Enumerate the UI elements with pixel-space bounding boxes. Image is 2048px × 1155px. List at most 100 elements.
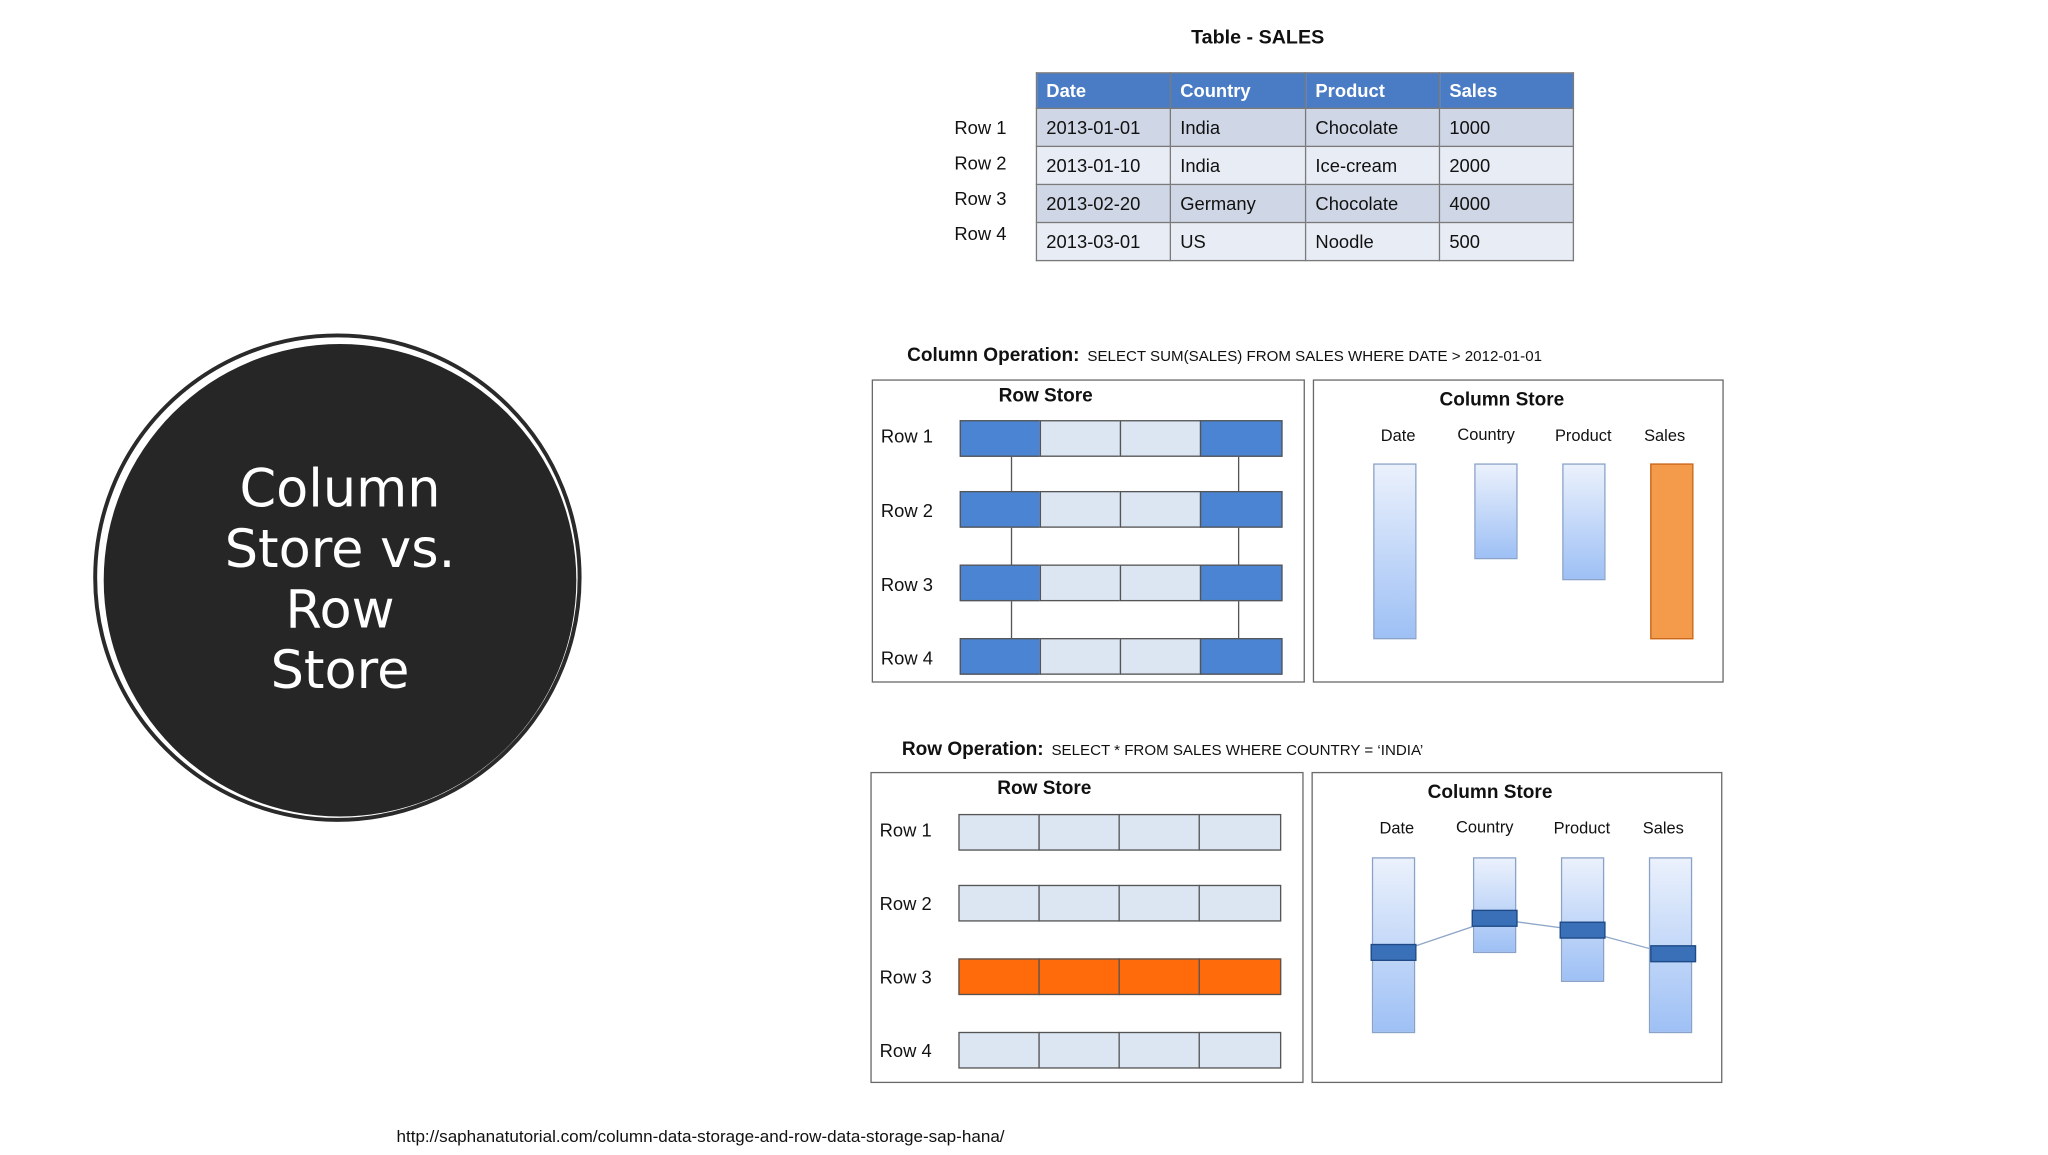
- table-header-cell: Product: [1304, 72, 1441, 109]
- row-store-cell: [1198, 1031, 1282, 1069]
- slide-title: Column Store vs. Row Store: [224, 459, 456, 702]
- row-store-cell-selected: [1038, 958, 1120, 996]
- panel-title: Row Store: [997, 778, 1092, 800]
- table-cell: US: [1169, 221, 1307, 262]
- row-store-cell-selected: [1198, 958, 1282, 996]
- row-store-cell: [1198, 884, 1282, 922]
- row-store-cell: [1039, 420, 1122, 457]
- row-operation-sql: SELECT * FROM SALES WHERE COUNTRY = ‘IND…: [1051, 743, 1424, 759]
- connector-line: [1237, 456, 1240, 491]
- table-cell: 2013-01-10: [1035, 145, 1172, 186]
- row-store-cell: [1038, 884, 1120, 922]
- row-label: Row 3: [879, 966, 932, 988]
- table-row: 2013-01-01 India Chocolate 1000: [1035, 107, 1575, 148]
- row-store-cell: [1119, 490, 1202, 528]
- row-store-cell: [959, 420, 1042, 457]
- panel-title: Column Store: [1427, 782, 1553, 804]
- table-row: 2013-01-10 India Ice-cream 2000: [1035, 145, 1575, 186]
- row-store-cell: [959, 490, 1042, 528]
- row-label: Row 1: [880, 425, 933, 447]
- connector-line: [1010, 601, 1013, 639]
- column-header: Sales: [1642, 819, 1684, 838]
- row-store-cell: [1199, 564, 1283, 602]
- column-header: Sales: [1644, 426, 1686, 446]
- table-cell: 2000: [1438, 145, 1575, 186]
- column-bar: [1472, 857, 1517, 954]
- table-cell: India: [1169, 107, 1307, 148]
- table-header-row: Date Country Product Sales: [1035, 72, 1575, 109]
- row-store-cell: [1119, 420, 1202, 457]
- row-op-row-store-panel: Row Store Row 1 Row 2 Row 3 Row 4: [870, 771, 1304, 1084]
- connector-line: [1237, 527, 1240, 565]
- column-bar-selected: [1650, 463, 1694, 640]
- table-cell: Chocolate: [1304, 183, 1441, 224]
- table-cell: 2013-01-01: [1035, 107, 1172, 148]
- column-link-lines: [1393, 918, 1672, 956]
- row-store-cell: [1118, 813, 1200, 851]
- row-store-cell: [959, 564, 1042, 602]
- row-store-cell: [1039, 564, 1122, 602]
- row-label: Row 4: [880, 647, 933, 669]
- table-header-cell: Country: [1169, 72, 1307, 109]
- table-cell: Germany: [1169, 183, 1307, 224]
- row-operation-title: Row Operation:: [901, 739, 1044, 761]
- row-label: Row 1: [879, 819, 932, 841]
- row-store-cell: [1199, 638, 1283, 675]
- row-store-cell: [1199, 420, 1283, 457]
- column-bar: [1474, 463, 1518, 560]
- row-store-cell: [958, 813, 1040, 851]
- row-operation-label: Row Operation: SELECT * FROM SALES WHERE …: [902, 738, 1423, 760]
- row-store-cell: [1198, 813, 1282, 851]
- column-bar: [1648, 857, 1693, 1034]
- column-header: Product: [1553, 819, 1611, 838]
- row-label: Row 2: [880, 500, 933, 522]
- source-url: http://saphanatutorial.com/column-data-s…: [396, 1126, 1005, 1147]
- column-bar: [1560, 857, 1605, 982]
- panel-title: Row Store: [998, 385, 1093, 407]
- title-circle: [103, 343, 577, 817]
- column-header: Country: [1457, 425, 1515, 444]
- table-title: Table - SALES: [1191, 26, 1325, 49]
- table-row-label: Row 3: [954, 187, 1007, 209]
- table-cell: 2013-02-20: [1035, 183, 1172, 224]
- row-store-cell: [1038, 1031, 1120, 1069]
- row-store-cell: [1119, 564, 1202, 602]
- table-cell: Chocolate: [1304, 107, 1441, 148]
- row-store-cell: [1119, 638, 1202, 675]
- column-header: Date: [1380, 426, 1416, 446]
- column-bar: [1373, 463, 1417, 640]
- connector-line: [1010, 527, 1013, 565]
- table-header-cell: Date: [1035, 72, 1172, 109]
- column-header: Date: [1379, 819, 1415, 838]
- table-cell: India: [1169, 145, 1307, 186]
- table-row-label: Row 2: [954, 152, 1007, 174]
- column-operation-title: Column Operation:: [907, 345, 1080, 367]
- row-store-cell: [1038, 813, 1120, 851]
- row-store-cell: [1118, 1031, 1200, 1069]
- table-cell: 1000: [1438, 107, 1575, 148]
- row-store-cell: [958, 884, 1040, 922]
- column-op-row-store-panel: Row Store Row 1 Row 2 Row 3 Row 4: [871, 379, 1305, 683]
- connector-line: [1010, 456, 1013, 491]
- row-store-cell: [1118, 884, 1200, 922]
- table-row: 2013-02-20 Germany Chocolate 4000: [1035, 183, 1575, 224]
- row-store-cell-selected: [958, 958, 1040, 996]
- table-row: 2013-03-01 US Noodle 500: [1035, 221, 1575, 262]
- row-store-cell: [1039, 638, 1122, 675]
- connector-line: [1237, 601, 1240, 639]
- row-op-column-store-panel: Column Store Date Country Product Sales: [1311, 771, 1723, 1084]
- column-header: Country: [1456, 817, 1514, 837]
- table-cell: 500: [1438, 221, 1575, 262]
- row-store-cell: [958, 1031, 1040, 1069]
- column-operation-sql: SELECT SUM(SALES) FROM SALES WHERE DATE …: [1087, 349, 1543, 365]
- column-operation-label: Column Operation: SELECT SUM(SALES) FROM …: [907, 344, 1542, 366]
- table-cell: 2013-03-01: [1035, 221, 1172, 262]
- column-marker: [1559, 921, 1606, 939]
- panel-title: Column Store: [1439, 389, 1565, 411]
- column-bar: [1562, 463, 1606, 581]
- row-label: Row 4: [879, 1039, 932, 1061]
- row-store-cell: [959, 638, 1042, 675]
- table-row-label: Row 4: [954, 223, 1007, 245]
- row-store-cell: [1039, 490, 1122, 528]
